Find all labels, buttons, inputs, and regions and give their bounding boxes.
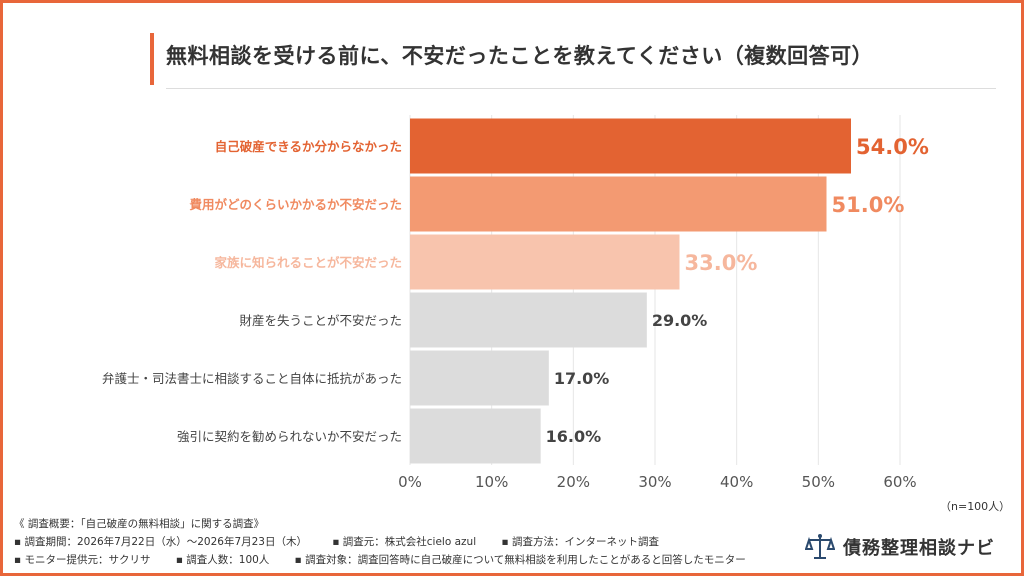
title-accent-bar <box>150 33 154 85</box>
category-label: 費用がどのくらいかかるか不安だった <box>189 197 402 212</box>
x-tick-label: 0% <box>398 473 422 491</box>
x-tick-label: 40% <box>720 473 753 491</box>
footer-row-1: ▪ 調査期間：2026年7月22日（水）〜2026年7月23日（木） ▪ 調査元… <box>14 533 768 551</box>
bar <box>410 176 827 232</box>
bar <box>410 408 541 464</box>
chart-title: 無料相談を受ける前に、不安だったことを教えてください（複数回答可） <box>166 44 874 68</box>
bar <box>410 234 680 290</box>
footer-row-2: ▪ モニター提供元：サクリサ ▪ 調査人数：100人 ▪ 調査対象：調査回答時に… <box>14 551 768 569</box>
category-label: 財産を失うことが不安だった <box>239 313 402 328</box>
x-tick-label: 50% <box>802 473 835 491</box>
category-label: 強引に契約を勧められないか不安だった <box>177 429 402 444</box>
survey-target: ▪ 調査対象：調査回答時に自己破産について無料相談を利用したことがあると回答した… <box>294 554 746 566</box>
value-label: 29.0% <box>652 311 708 330</box>
survey-source: ▪ 調査元：株式会社cielo azul <box>332 536 477 548</box>
value-label: 54.0% <box>856 135 929 159</box>
bar <box>410 118 851 174</box>
x-tick-label: 60% <box>883 473 916 491</box>
x-tick-label: 10% <box>475 473 508 491</box>
scales-of-justice-icon <box>805 534 835 559</box>
survey-period: ▪ 調査期間：2026年7月22日（水）〜2026年7月23日（木） <box>14 536 307 548</box>
title-divider <box>166 88 996 89</box>
sample-size-note: （n=100人） <box>940 500 1011 513</box>
value-label: 17.0% <box>554 369 610 388</box>
category-label: 自己破産できるか分からなかった <box>215 139 402 154</box>
monitor-provider: ▪ モニター提供元：サクリサ <box>14 554 151 566</box>
survey-method: ▪ 調査方法：インターネット調査 <box>501 536 659 548</box>
brand-name: 債務整理相談ナビ <box>843 538 995 559</box>
x-tick-label: 20% <box>557 473 590 491</box>
survey-footer: 《 調査概要：「自己破産の無料相談」に関する調査》 ▪ 調査期間：2026年7月… <box>14 515 768 569</box>
bar <box>410 292 647 348</box>
category-label: 家族に知られることが不安だった <box>214 255 402 270</box>
value-label: 16.0% <box>546 427 602 446</box>
x-tick-label: 30% <box>638 473 671 491</box>
brand-logo: 債務整理相談ナビ <box>805 533 995 561</box>
category-label: 弁護士・司法書士に相談すること自体に抵抗があった <box>102 371 402 386</box>
survey-count: ▪ 調査人数：100人 <box>175 554 270 566</box>
bar <box>410 350 549 406</box>
value-label: 33.0% <box>685 251 758 275</box>
footer-heading: 《 調査概要：「自己破産の無料相談」に関する調査》 <box>14 518 265 530</box>
value-label: 51.0% <box>832 193 905 217</box>
